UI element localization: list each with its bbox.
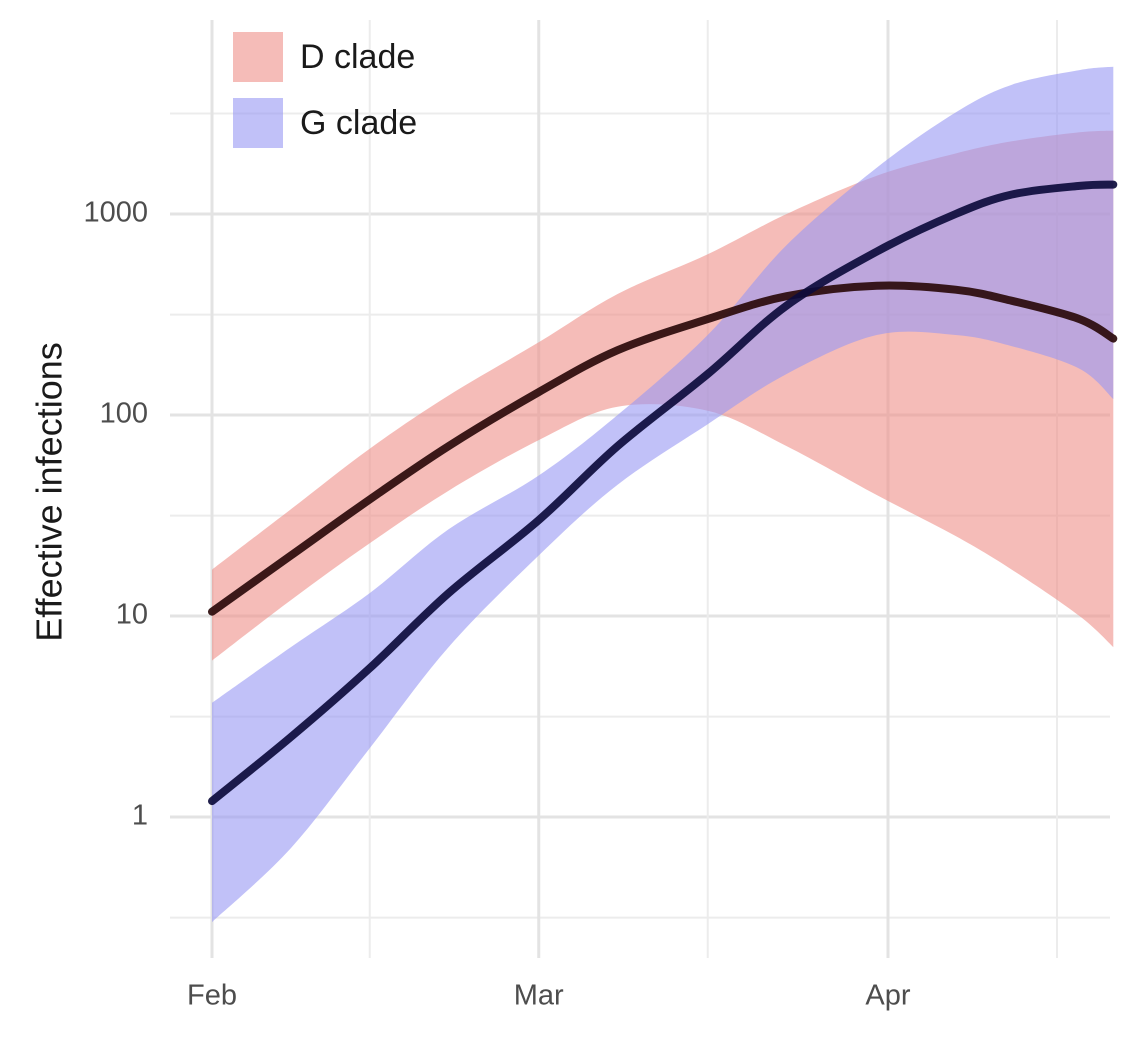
- x-tick-labels: Feb Mar Apr: [187, 980, 911, 1012]
- confidence-bands: [212, 66, 1114, 923]
- line-g-clade: [208, 180, 1118, 806]
- y-tick-labels: 1 10 100 1000: [83, 197, 148, 832]
- y-tick-label: 10: [116, 599, 148, 631]
- legend-label: D clade: [300, 38, 415, 76]
- y-axis-title: Effective infections: [29, 342, 70, 642]
- x-tick-label: Mar: [514, 980, 564, 1012]
- legend-label: G clade: [300, 104, 417, 142]
- y-tick-label: 100: [100, 398, 148, 430]
- legend-swatch: [233, 98, 283, 148]
- legend: D clade G clade: [233, 32, 417, 148]
- y-tick-label: 1000: [83, 197, 148, 229]
- x-tick-label: Feb: [187, 980, 237, 1012]
- band-g-clade: [212, 66, 1114, 923]
- line-d-clade: [208, 281, 1118, 616]
- legend-swatch: [233, 32, 283, 82]
- y-tick-label: 1: [132, 800, 148, 832]
- series-lines: [208, 180, 1118, 806]
- x-tick-label: Apr: [865, 980, 910, 1012]
